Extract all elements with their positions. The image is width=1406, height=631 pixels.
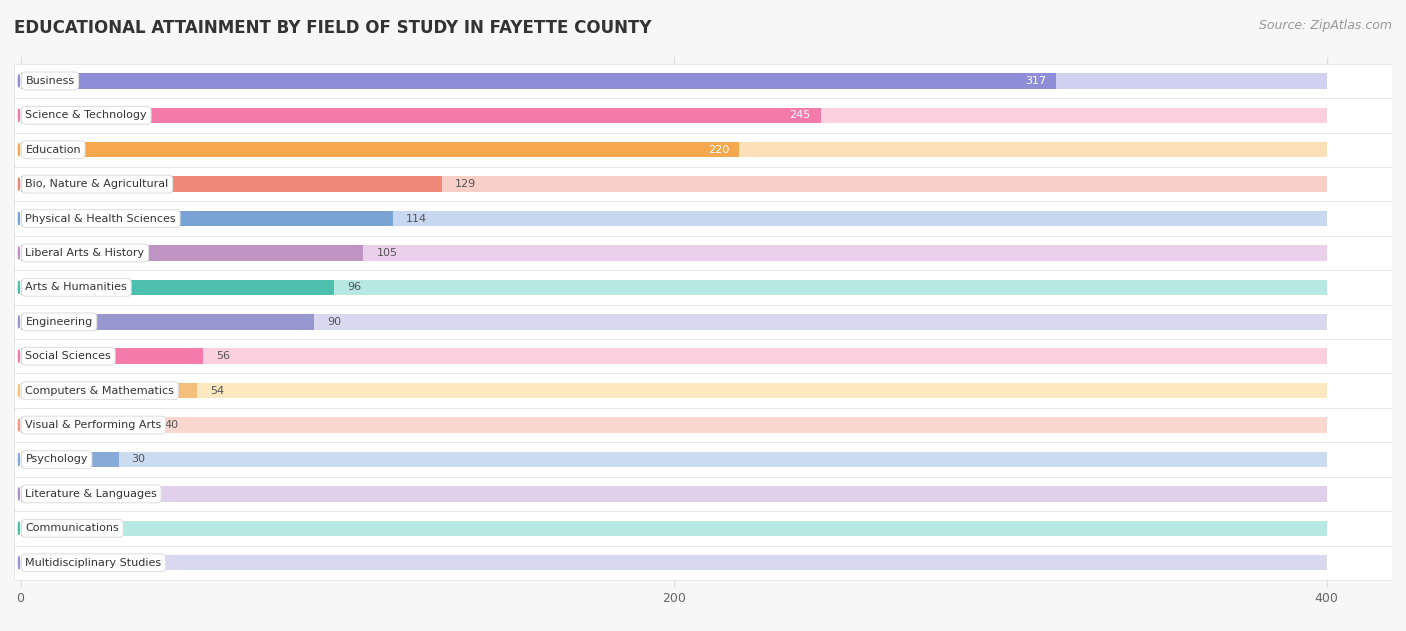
- Text: 114: 114: [406, 213, 427, 223]
- Bar: [21, 521, 41, 536]
- FancyBboxPatch shape: [14, 133, 1392, 167]
- Bar: [21, 555, 1327, 570]
- FancyBboxPatch shape: [14, 236, 1392, 270]
- Bar: [21, 417, 152, 433]
- Text: Liberal Arts & History: Liberal Arts & History: [25, 248, 145, 258]
- Bar: [21, 177, 1327, 192]
- Bar: [21, 73, 1327, 88]
- FancyBboxPatch shape: [14, 305, 1392, 339]
- Text: 56: 56: [217, 351, 231, 361]
- Bar: [21, 211, 392, 227]
- Text: 105: 105: [377, 248, 398, 258]
- Bar: [21, 107, 821, 123]
- FancyBboxPatch shape: [14, 339, 1392, 374]
- Text: Business: Business: [25, 76, 75, 86]
- Bar: [21, 211, 1327, 227]
- Bar: [21, 245, 363, 261]
- Text: 30: 30: [132, 454, 146, 464]
- Text: Multidisciplinary Studies: Multidisciplinary Studies: [25, 558, 162, 568]
- Bar: [21, 417, 1327, 433]
- Text: 29: 29: [128, 489, 142, 499]
- Text: 40: 40: [165, 420, 179, 430]
- Text: 220: 220: [707, 144, 730, 155]
- Bar: [21, 452, 118, 467]
- Text: Education: Education: [25, 144, 82, 155]
- FancyBboxPatch shape: [14, 511, 1392, 546]
- Bar: [21, 142, 1327, 158]
- Text: 317: 317: [1025, 76, 1046, 86]
- Bar: [21, 177, 441, 192]
- Bar: [21, 142, 740, 158]
- Text: 90: 90: [328, 317, 342, 327]
- Bar: [21, 245, 1327, 261]
- Text: Physical & Health Sciences: Physical & Health Sciences: [25, 213, 176, 223]
- Bar: [21, 383, 197, 398]
- Bar: [21, 314, 315, 329]
- Bar: [21, 280, 335, 295]
- Bar: [21, 521, 1327, 536]
- Text: 0: 0: [34, 558, 41, 568]
- Bar: [21, 486, 1327, 502]
- Text: 245: 245: [790, 110, 811, 121]
- Text: Communications: Communications: [25, 523, 120, 533]
- Text: Literature & Languages: Literature & Languages: [25, 489, 157, 499]
- FancyBboxPatch shape: [14, 374, 1392, 408]
- FancyBboxPatch shape: [14, 270, 1392, 305]
- Bar: [21, 280, 1327, 295]
- Text: Bio, Nature & Agricultural: Bio, Nature & Agricultural: [25, 179, 169, 189]
- Text: Arts & Humanities: Arts & Humanities: [25, 283, 127, 292]
- FancyBboxPatch shape: [14, 476, 1392, 511]
- Text: EDUCATIONAL ATTAINMENT BY FIELD OF STUDY IN FAYETTE COUNTY: EDUCATIONAL ATTAINMENT BY FIELD OF STUDY…: [14, 19, 651, 37]
- Text: Computers & Mathematics: Computers & Mathematics: [25, 386, 174, 396]
- Text: 96: 96: [347, 283, 361, 292]
- Text: 129: 129: [456, 179, 477, 189]
- Text: Engineering: Engineering: [25, 317, 93, 327]
- FancyBboxPatch shape: [14, 64, 1392, 98]
- FancyBboxPatch shape: [14, 546, 1392, 580]
- FancyBboxPatch shape: [14, 98, 1392, 133]
- FancyBboxPatch shape: [14, 408, 1392, 442]
- Bar: [21, 348, 1327, 364]
- Bar: [21, 348, 204, 364]
- Text: 54: 54: [209, 386, 224, 396]
- Text: Science & Technology: Science & Technology: [25, 110, 148, 121]
- Bar: [21, 383, 1327, 398]
- Bar: [21, 452, 1327, 467]
- Bar: [21, 486, 115, 502]
- Text: Psychology: Psychology: [25, 454, 89, 464]
- FancyBboxPatch shape: [14, 442, 1392, 476]
- Text: Social Sciences: Social Sciences: [25, 351, 111, 361]
- Text: 6: 6: [53, 523, 60, 533]
- FancyBboxPatch shape: [14, 167, 1392, 201]
- Bar: [21, 314, 1327, 329]
- Bar: [21, 73, 1056, 88]
- FancyBboxPatch shape: [14, 201, 1392, 236]
- Text: Source: ZipAtlas.com: Source: ZipAtlas.com: [1258, 19, 1392, 32]
- Bar: [21, 107, 1327, 123]
- Text: Visual & Performing Arts: Visual & Performing Arts: [25, 420, 162, 430]
